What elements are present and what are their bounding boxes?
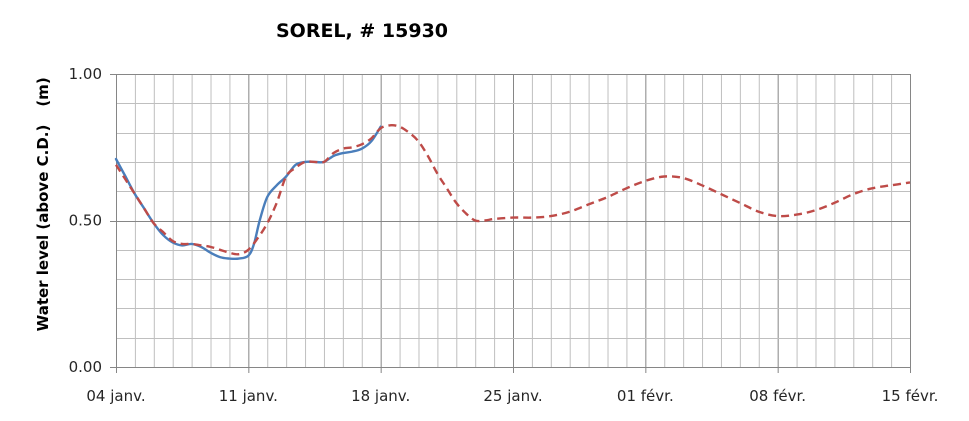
y-tick-label: 0.50 — [69, 212, 102, 230]
x-axis-tick-labels: 04 janv. 11 janv. 18 janv. 25 janv. 01 févr.… — [86, 387, 938, 405]
x-tick-label: 11 janv. — [219, 387, 278, 405]
observed-series-line — [114, 125, 382, 261]
y-tick-label: 0.00 — [69, 358, 102, 376]
y-axis-label: Water level (above C.D.) — [34, 125, 52, 332]
y-tick-label: 1.00 — [69, 65, 102, 83]
x-tick-label: 04 janv. — [86, 387, 145, 405]
y-axis-label-group: Water level (above C.D.) (m) — [34, 77, 52, 331]
axes — [110, 74, 911, 373]
x-tick-label: 08 févr. — [749, 387, 806, 405]
x-tick-label: 18 janv. — [351, 387, 410, 405]
x-tick-label: 15 févr. — [882, 387, 939, 405]
y-axis-unit: (m) — [34, 77, 52, 106]
x-tick-label: 25 janv. — [483, 387, 542, 405]
data-series — [114, 124, 911, 261]
x-tick-label: 01 févr. — [617, 387, 674, 405]
predicted-series-line — [114, 124, 911, 256]
chart-title: SOREL, # 15930 — [276, 20, 448, 42]
y-axis-tick-labels: 0.00 0.50 1.00 — [69, 65, 102, 376]
gridlines — [116, 74, 911, 368]
